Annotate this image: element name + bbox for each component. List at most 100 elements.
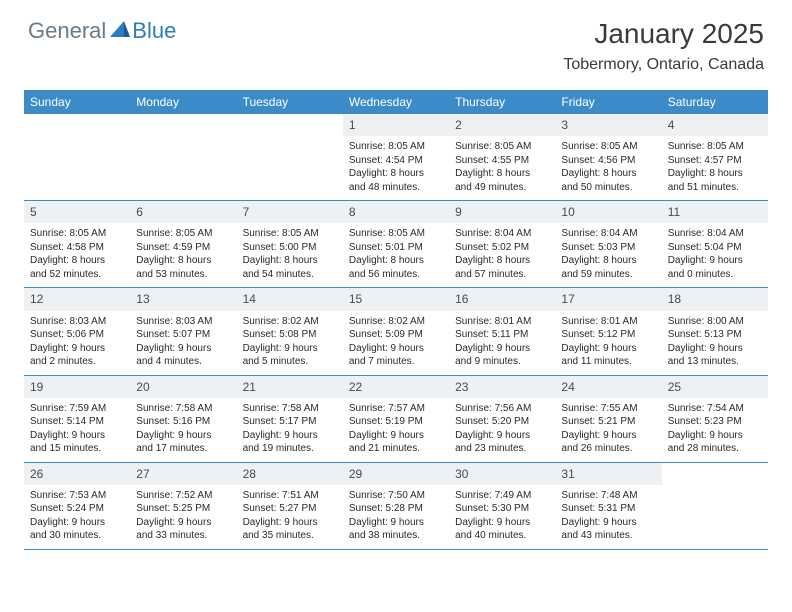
daylight-text: Daylight: 9 hours and 5 minutes. <box>243 342 337 369</box>
sunrise-text: Sunrise: 8:04 AM <box>668 227 762 241</box>
day-cell: 27Sunrise: 7:52 AMSunset: 5:25 PMDayligh… <box>130 463 236 549</box>
day-cell: 16Sunrise: 8:01 AMSunset: 5:11 PMDayligh… <box>449 288 555 374</box>
sunset-text: Sunset: 5:07 PM <box>136 328 230 342</box>
day-body: Sunrise: 7:57 AMSunset: 5:19 PMDaylight:… <box>343 398 449 462</box>
sunset-text: Sunset: 5:12 PM <box>561 328 655 342</box>
day-number: 3 <box>555 114 661 136</box>
day-number: 8 <box>343 201 449 223</box>
sunset-text: Sunset: 5:23 PM <box>668 415 762 429</box>
dow-cell: Sunday <box>24 90 130 114</box>
day-body: Sunrise: 7:59 AMSunset: 5:14 PMDaylight:… <box>24 398 130 462</box>
sunrise-text: Sunrise: 7:54 AM <box>668 402 762 416</box>
day-cell: 26Sunrise: 7:53 AMSunset: 5:24 PMDayligh… <box>24 463 130 549</box>
daylight-text: Daylight: 9 hours and 26 minutes. <box>561 429 655 456</box>
sunset-text: Sunset: 4:56 PM <box>561 154 655 168</box>
sunset-text: Sunset: 5:27 PM <box>243 502 337 516</box>
page-header: General Blue January 2025 Tobermory, Ont… <box>0 0 792 82</box>
sunrise-text: Sunrise: 7:56 AM <box>455 402 549 416</box>
daylight-text: Daylight: 9 hours and 23 minutes. <box>455 429 549 456</box>
dow-cell: Thursday <box>449 90 555 114</box>
week-row: 5Sunrise: 8:05 AMSunset: 4:58 PMDaylight… <box>24 201 768 288</box>
sunset-text: Sunset: 5:06 PM <box>30 328 124 342</box>
day-cell: 2Sunrise: 8:05 AMSunset: 4:55 PMDaylight… <box>449 114 555 200</box>
daylight-text: Daylight: 8 hours and 57 minutes. <box>455 254 549 281</box>
day-cell: 31Sunrise: 7:48 AMSunset: 5:31 PMDayligh… <box>555 463 661 549</box>
brand-logo: General Blue <box>28 18 176 44</box>
sunset-text: Sunset: 5:01 PM <box>349 241 443 255</box>
daylight-text: Daylight: 9 hours and 21 minutes. <box>349 429 443 456</box>
day-body: Sunrise: 8:05 AMSunset: 4:58 PMDaylight:… <box>24 223 130 287</box>
daylight-text: Daylight: 8 hours and 50 minutes. <box>561 167 655 194</box>
day-body: Sunrise: 8:05 AMSunset: 4:59 PMDaylight:… <box>130 223 236 287</box>
month-title: January 2025 <box>563 18 764 50</box>
sunrise-text: Sunrise: 8:01 AM <box>561 315 655 329</box>
daylight-text: Daylight: 9 hours and 4 minutes. <box>136 342 230 369</box>
sunrise-text: Sunrise: 8:05 AM <box>561 140 655 154</box>
sunset-text: Sunset: 5:00 PM <box>243 241 337 255</box>
dow-cell: Wednesday <box>343 90 449 114</box>
week-row: 26Sunrise: 7:53 AMSunset: 5:24 PMDayligh… <box>24 463 768 550</box>
day-body: Sunrise: 8:02 AMSunset: 5:08 PMDaylight:… <box>237 311 343 375</box>
sunrise-text: Sunrise: 7:50 AM <box>349 489 443 503</box>
daylight-text: Daylight: 8 hours and 49 minutes. <box>455 167 549 194</box>
sunset-text: Sunset: 5:17 PM <box>243 415 337 429</box>
day-body: Sunrise: 8:04 AMSunset: 5:04 PMDaylight:… <box>662 223 768 287</box>
day-body: Sunrise: 7:50 AMSunset: 5:28 PMDaylight:… <box>343 485 449 549</box>
day-number: 7 <box>237 201 343 223</box>
day-body: Sunrise: 7:49 AMSunset: 5:30 PMDaylight:… <box>449 485 555 549</box>
sunrise-text: Sunrise: 8:04 AM <box>561 227 655 241</box>
sunrise-text: Sunrise: 7:57 AM <box>349 402 443 416</box>
dow-cell: Tuesday <box>237 90 343 114</box>
day-body: Sunrise: 7:54 AMSunset: 5:23 PMDaylight:… <box>662 398 768 462</box>
daylight-text: Daylight: 9 hours and 19 minutes. <box>243 429 337 456</box>
day-cell: 10Sunrise: 8:04 AMSunset: 5:03 PMDayligh… <box>555 201 661 287</box>
sunrise-text: Sunrise: 7:51 AM <box>243 489 337 503</box>
day-number: 16 <box>449 288 555 310</box>
day-body: Sunrise: 8:03 AMSunset: 5:06 PMDaylight:… <box>24 311 130 375</box>
dow-cell: Monday <box>130 90 236 114</box>
daylight-text: Daylight: 9 hours and 28 minutes. <box>668 429 762 456</box>
sunrise-text: Sunrise: 7:58 AM <box>136 402 230 416</box>
day-body: Sunrise: 7:56 AMSunset: 5:20 PMDaylight:… <box>449 398 555 462</box>
sunset-text: Sunset: 5:03 PM <box>561 241 655 255</box>
day-number: 9 <box>449 201 555 223</box>
day-number: 25 <box>662 376 768 398</box>
sunrise-text: Sunrise: 8:05 AM <box>136 227 230 241</box>
day-number: 17 <box>555 288 661 310</box>
day-number: 11 <box>662 201 768 223</box>
day-cell: 11Sunrise: 8:04 AMSunset: 5:04 PMDayligh… <box>662 201 768 287</box>
daylight-text: Daylight: 9 hours and 13 minutes. <box>668 342 762 369</box>
daylight-text: Daylight: 9 hours and 7 minutes. <box>349 342 443 369</box>
day-body: Sunrise: 8:00 AMSunset: 5:13 PMDaylight:… <box>662 311 768 375</box>
triangle-icon <box>110 21 130 42</box>
day-body: Sunrise: 7:58 AMSunset: 5:17 PMDaylight:… <box>237 398 343 462</box>
sunset-text: Sunset: 4:54 PM <box>349 154 443 168</box>
day-cell: 9Sunrise: 8:04 AMSunset: 5:02 PMDaylight… <box>449 201 555 287</box>
sunset-text: Sunset: 5:21 PM <box>561 415 655 429</box>
day-cell <box>130 114 236 200</box>
day-body: Sunrise: 8:05 AMSunset: 4:54 PMDaylight:… <box>343 136 449 200</box>
day-number: 31 <box>555 463 661 485</box>
dow-cell: Friday <box>555 90 661 114</box>
day-number: 1 <box>343 114 449 136</box>
day-number: 28 <box>237 463 343 485</box>
day-number: 22 <box>343 376 449 398</box>
day-body: Sunrise: 8:02 AMSunset: 5:09 PMDaylight:… <box>343 311 449 375</box>
sunrise-text: Sunrise: 8:05 AM <box>243 227 337 241</box>
day-cell: 8Sunrise: 8:05 AMSunset: 5:01 PMDaylight… <box>343 201 449 287</box>
daylight-text: Daylight: 9 hours and 11 minutes. <box>561 342 655 369</box>
sunset-text: Sunset: 5:08 PM <box>243 328 337 342</box>
day-number: 13 <box>130 288 236 310</box>
day-cell: 12Sunrise: 8:03 AMSunset: 5:06 PMDayligh… <box>24 288 130 374</box>
daylight-text: Daylight: 8 hours and 59 minutes. <box>561 254 655 281</box>
sunrise-text: Sunrise: 7:49 AM <box>455 489 549 503</box>
sunset-text: Sunset: 4:59 PM <box>136 241 230 255</box>
day-cell <box>24 114 130 200</box>
daylight-text: Daylight: 8 hours and 56 minutes. <box>349 254 443 281</box>
day-cell: 23Sunrise: 7:56 AMSunset: 5:20 PMDayligh… <box>449 376 555 462</box>
daylight-text: Daylight: 9 hours and 35 minutes. <box>243 516 337 543</box>
sunset-text: Sunset: 5:20 PM <box>455 415 549 429</box>
day-cell: 22Sunrise: 7:57 AMSunset: 5:19 PMDayligh… <box>343 376 449 462</box>
daylight-text: Daylight: 9 hours and 30 minutes. <box>30 516 124 543</box>
daylight-text: Daylight: 9 hours and 17 minutes. <box>136 429 230 456</box>
